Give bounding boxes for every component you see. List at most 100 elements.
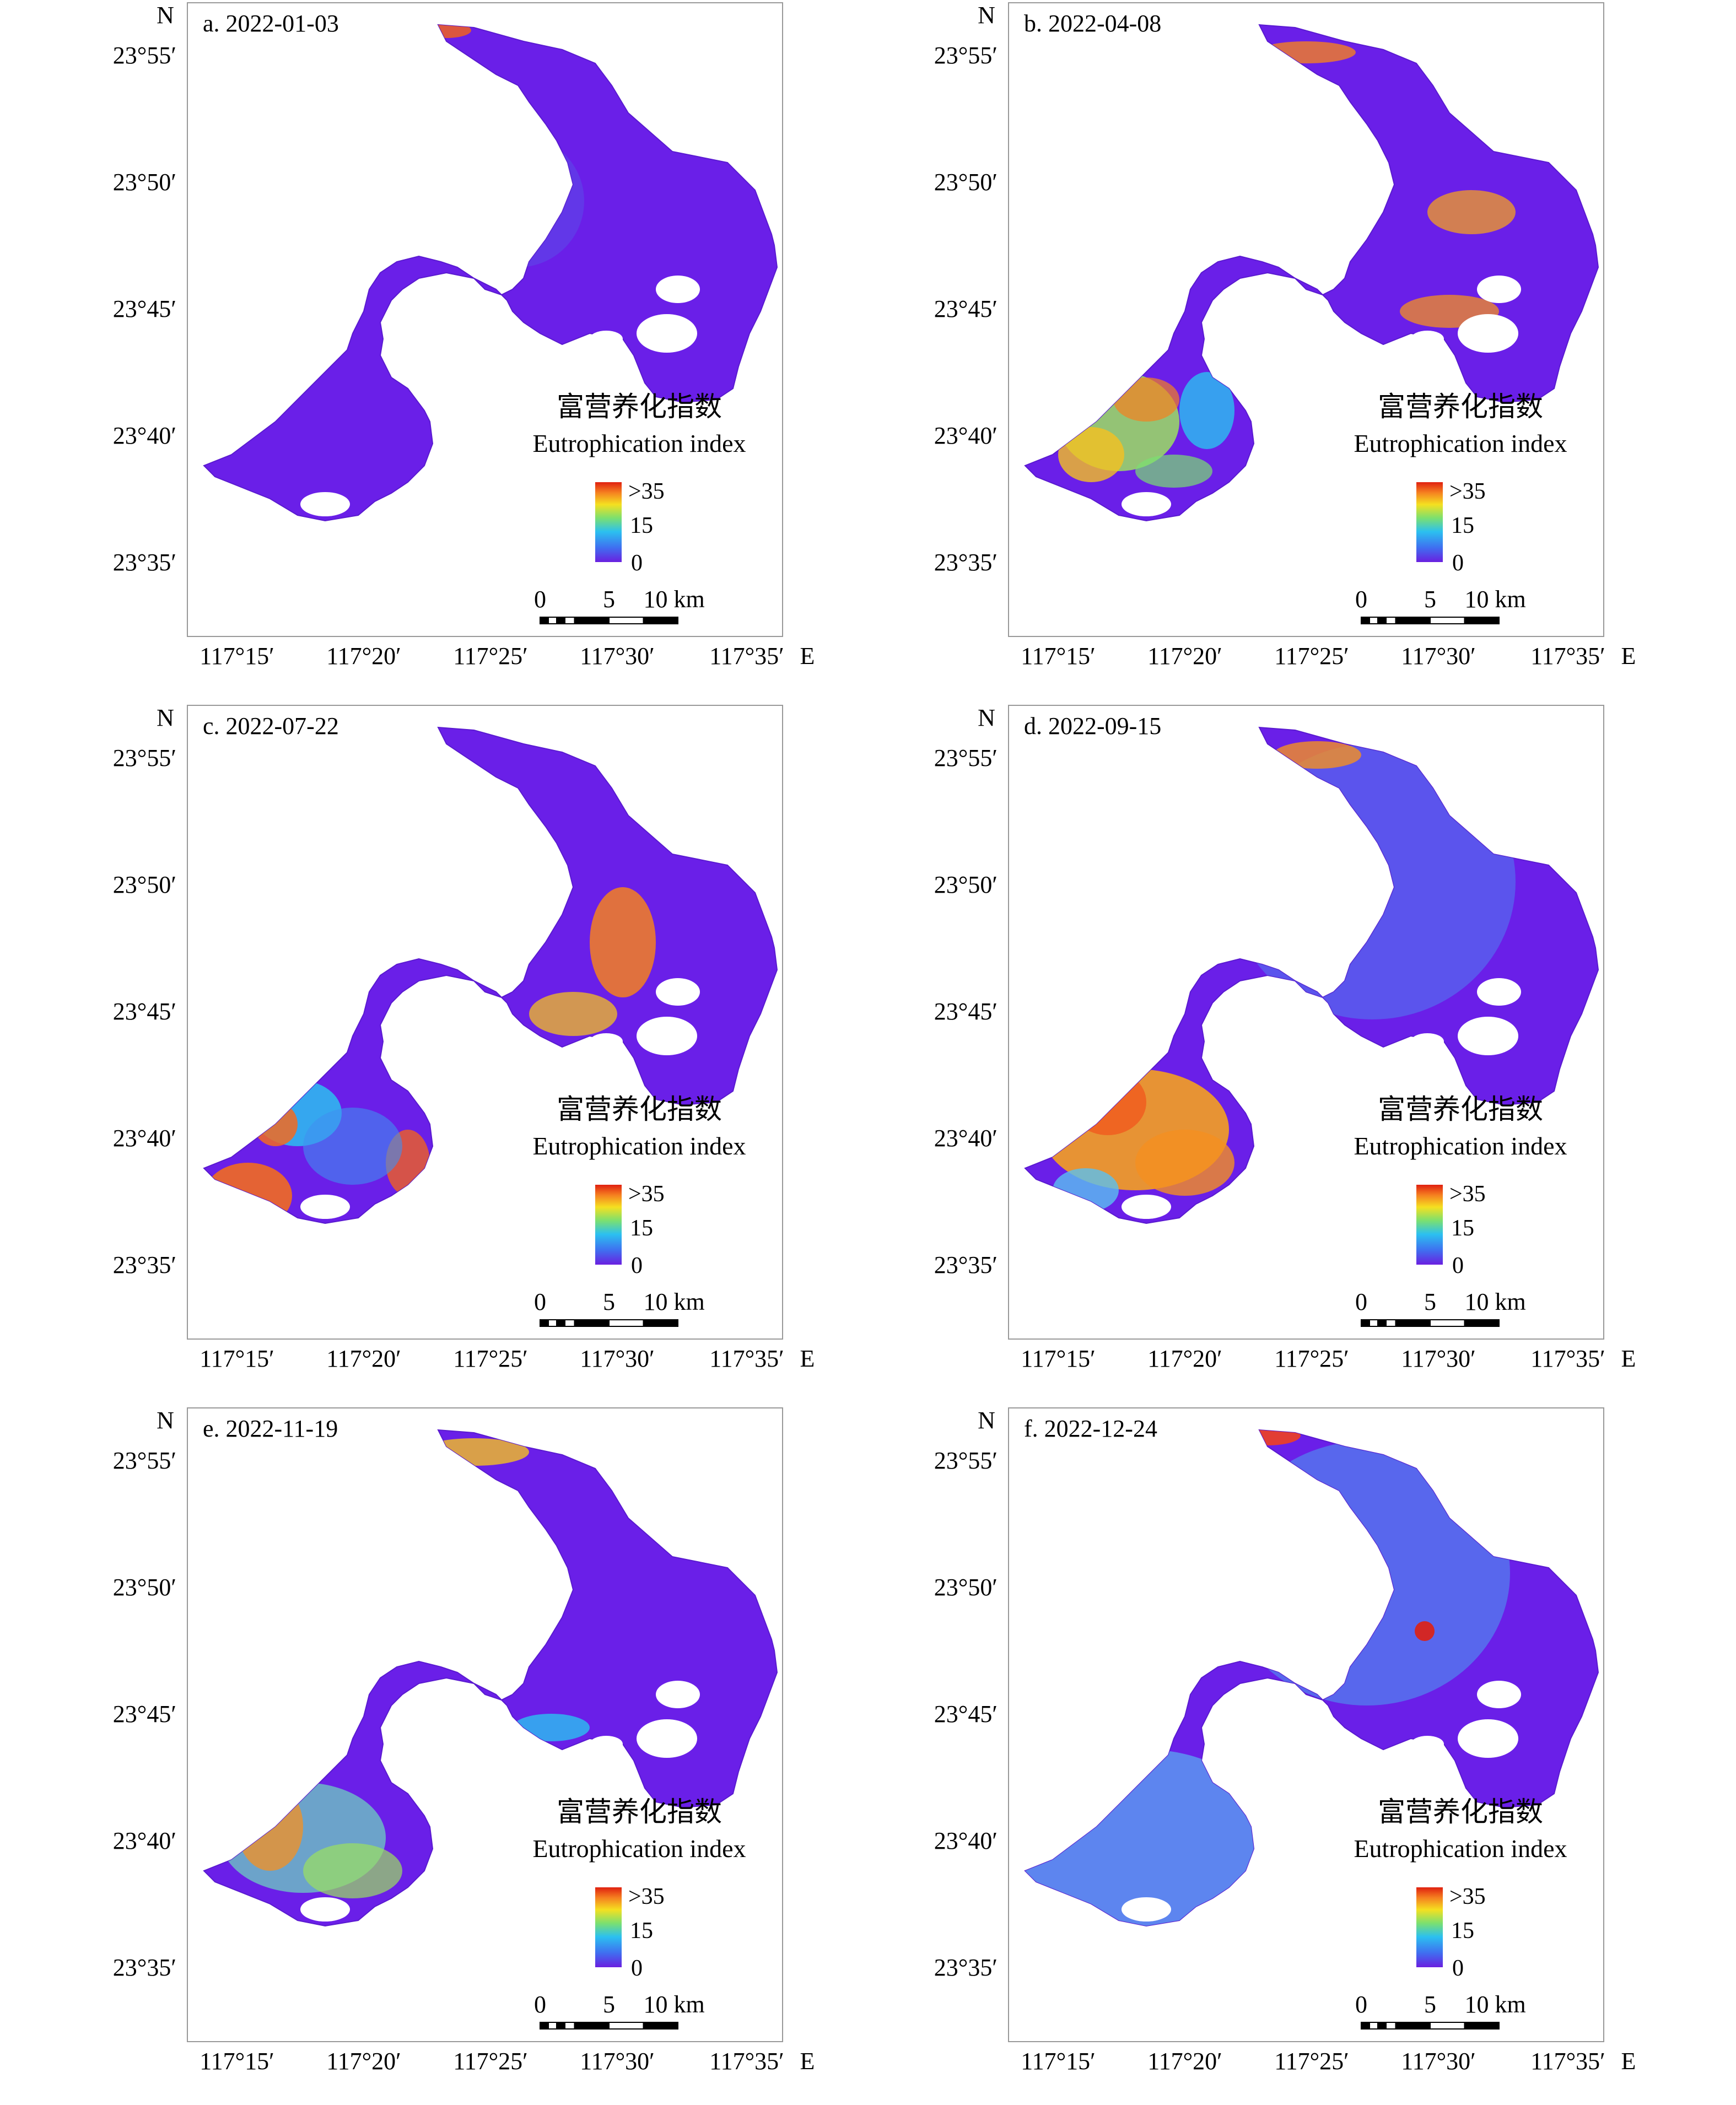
north-label: N [978,2,995,29]
lon-tick-label: 117°15′ [1021,1345,1096,1372]
scale-bar: 0 5 10 km [1355,586,1526,624]
colorbar-max-label: >35 [628,1181,665,1207]
scale-bar-segment [1385,1319,1397,1327]
lon-tick-label: 117°25′ [453,2048,528,2075]
north-label: N [978,1407,995,1434]
lon-tick-label: 117°25′ [1274,643,1349,670]
scale-bar-segment [574,2022,610,2030]
lat-tick-label: 23°50′ [113,871,176,898]
scale-label: 5 [1424,1991,1436,2018]
lat-tick-label: 23°35′ [934,1251,998,1278]
lon-tick-label: 117°35′ [709,1345,784,1372]
colorbar [595,482,622,562]
east-label: E [800,2048,815,2075]
lon-tick-label: 117°30′ [1401,643,1476,670]
colorbar-mid-label: 15 [630,1918,653,1944]
scale-bar-segment [556,2022,565,2030]
map-svg: d. 2022-09-15 富营养化指数 Eutrophication index >… [934,704,1636,1372]
lon-tick-label: 117°30′ [580,1345,655,1372]
island [590,1033,623,1050]
map-svg: a. 2022-01-03 富营养化指数 Eutrophication index >… [113,2,815,670]
colorbar-max-label: >35 [1449,1884,1486,1909]
island [637,314,697,353]
scale-label: 0 [1355,1991,1367,2018]
lat-tick-label: 23°40′ [113,1827,176,1854]
island [1458,1017,1518,1055]
legend-title-cn: 富营养化指数 [1378,391,1543,422]
scale-bar: 0 5 10 km [534,586,705,624]
lon-tick-label: 117°30′ [580,2048,655,2075]
scale-label: 5 [1424,1288,1436,1315]
legend-title-en: Eutrophication index [532,1834,746,1863]
legend-title-en: Eutrophication index [532,1132,746,1160]
island [1411,331,1444,347]
east-label: E [1621,643,1636,670]
island [656,276,700,303]
lon-tick-label: 117°25′ [1274,2048,1349,2075]
map-svg: b. 2022-04-08 富营养化指数 Eutrophication index >… [934,2,1636,670]
east-label: E [1621,2048,1636,2075]
scale-label: 10 km [1465,586,1526,613]
lon-tick-label: 117°25′ [453,1345,528,1372]
colorbar-max-label: >35 [1449,1181,1486,1207]
panel-label: a. 2022-01-03 [203,10,339,37]
lat-tick-label: 23°55′ [113,744,176,771]
scale-bar-segment [540,1319,549,1327]
colorbar-mid-label: 15 [1451,1918,1474,1944]
lon-tick-label: 117°20′ [326,643,401,670]
lon-tick-label: 117°25′ [1274,1345,1349,1372]
lat-tick-label: 23°35′ [113,1954,176,1981]
north-label: N [157,1407,174,1434]
scale-label: 5 [1424,586,1436,613]
panel-label: d. 2022-09-15 [1024,713,1161,740]
legend: 富营养化指数 Eutrophication index >35 15 0 [532,1094,746,1278]
east-label: E [800,1345,815,1372]
scale-bar-segment [556,1319,565,1327]
map-panel: a. 2022-01-03 富营养化指数 Eutrophication index >… [0,0,827,700]
index-patch [1179,372,1234,449]
lon-tick-label: 117°30′ [1401,2048,1476,2075]
scale-bar-segment [574,1319,610,1327]
island [1477,978,1521,1006]
scale-bar: 0 5 10 km [534,1991,705,2030]
scale-bar-segment [540,617,549,624]
colorbar-min-label: 0 [1452,1956,1464,1981]
index-patch [529,992,617,1036]
scale-label: 0 [534,1991,546,2018]
scale-bar-segment [1464,617,1500,624]
legend: 富营养化指数 Eutrophication index >35 15 0 [532,391,746,576]
north-label: N [157,704,174,731]
scale-bar-segment [540,2022,549,2030]
lat-tick-label: 23°45′ [934,295,998,322]
lon-tick-label: 117°20′ [1147,643,1222,670]
colorbar-min-label: 0 [631,1253,643,1278]
index-patch [590,887,656,997]
lon-tick-label: 117°20′ [326,1345,401,1372]
scale-label: 5 [603,1288,615,1315]
island [637,1017,697,1055]
index-patch [303,1843,402,1898]
legend-title-cn: 富营养化指数 [1378,1094,1543,1125]
lon-tick-label: 117°35′ [1530,643,1605,670]
scale-bar-segment [1395,617,1431,624]
scale-bar-segment [608,2022,644,2030]
lon-tick-label: 117°15′ [1021,643,1096,670]
map-svg: e. 2022-11-19 富营养化指数 Eutrophication index >… [113,1407,815,2075]
island [300,492,350,516]
lat-tick-label: 23°50′ [113,1574,176,1601]
lat-tick-label: 23°45′ [113,1701,176,1728]
scale-label: 10 km [1465,1288,1526,1315]
panel-label: c. 2022-07-22 [203,713,339,740]
scale-label: 5 [603,586,615,613]
scale-bar-segment [1395,1319,1431,1327]
lon-tick-label: 117°25′ [453,643,528,670]
colorbar [595,1887,622,1967]
scale-bar-segment [1369,2022,1378,2030]
map-panel: e. 2022-11-19 富营养化指数 Eutrophication index >… [0,1405,827,2105]
scale-bar-segment [643,617,678,624]
scale-label: 10 km [644,586,705,613]
island [1411,1736,1444,1752]
lon-tick-label: 117°30′ [1401,1345,1476,1372]
lon-tick-label: 117°30′ [580,643,655,670]
colorbar-max-label: >35 [628,479,665,504]
